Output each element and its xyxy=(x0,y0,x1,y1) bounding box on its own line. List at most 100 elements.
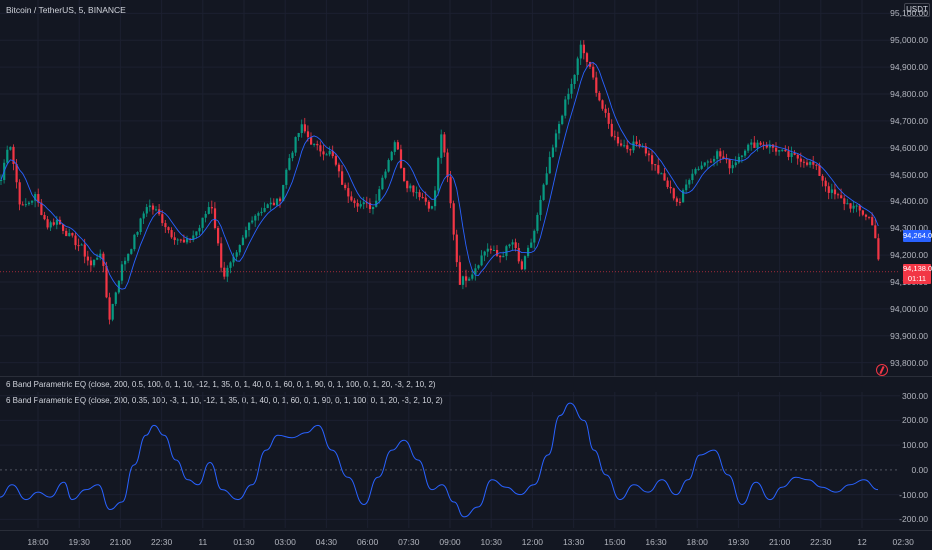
candle-body xyxy=(158,209,161,215)
candle-body xyxy=(461,276,465,285)
candle-body xyxy=(542,184,545,200)
candle-body xyxy=(468,278,471,281)
candle-body xyxy=(173,237,176,241)
time-tick-label: 02:30 xyxy=(892,537,914,547)
candle-body xyxy=(294,137,297,153)
candle-body xyxy=(505,246,508,257)
symbol-title[interactable]: Bitcoin / TetherUS, 5, BINANCE xyxy=(6,5,126,15)
candle-body xyxy=(257,213,260,216)
oscillator-chart[interactable] xyxy=(0,392,900,528)
candle-body xyxy=(195,231,198,236)
price-tick-label: 93,900.00 xyxy=(890,330,928,341)
price-tick-label: 94,900.00 xyxy=(890,62,928,73)
candle-body xyxy=(592,66,595,78)
candle-body xyxy=(558,124,561,134)
candle-body xyxy=(176,239,179,241)
time-tick-label: 22:30 xyxy=(150,537,173,547)
candle-body xyxy=(266,204,269,209)
candle-body xyxy=(666,180,669,187)
candle-body xyxy=(272,202,275,206)
candle-body xyxy=(474,268,477,275)
candle-body xyxy=(46,219,49,228)
time-tick-label: 03:00 xyxy=(274,537,296,547)
candle-body xyxy=(545,173,548,185)
time-tick-label: 21:00 xyxy=(768,537,791,547)
candle-body xyxy=(306,131,310,138)
price-tick-label: 94,300.00 xyxy=(890,223,928,234)
candle-body xyxy=(204,213,207,218)
candle-body xyxy=(694,169,697,174)
candle-body xyxy=(424,197,427,202)
candle-body xyxy=(52,222,55,225)
candle-body xyxy=(142,213,145,219)
candle-body xyxy=(843,198,846,204)
tradingview-logo-icon[interactable] xyxy=(876,364,888,376)
candle-body xyxy=(654,164,657,166)
pane-divider[interactable] xyxy=(0,376,932,377)
oscillator-tick-label: -100.00 xyxy=(899,489,928,500)
indicator-title-1[interactable]: 6 Band Parametric EQ (close, 200, 0.5, 1… xyxy=(6,380,436,389)
candle-body xyxy=(709,161,713,163)
candle-body xyxy=(564,99,567,116)
candle-body xyxy=(539,199,542,215)
candle-body xyxy=(145,207,148,214)
candle-body xyxy=(486,248,489,252)
candle-body xyxy=(629,149,632,151)
candle-body xyxy=(151,205,155,210)
candle-body xyxy=(49,222,52,228)
candle-body xyxy=(551,147,554,158)
candle-body xyxy=(80,244,83,246)
time-tick-label: 12:00 xyxy=(521,537,544,547)
candle-body xyxy=(182,239,186,243)
candle-body xyxy=(616,136,620,144)
candle-body xyxy=(815,164,818,166)
price-chart[interactable] xyxy=(0,0,900,376)
candle-body xyxy=(161,214,164,224)
indicator-title-2[interactable]: 6 Band Parametric EQ (close, 200, 0.35, … xyxy=(6,396,443,405)
candle-body xyxy=(719,151,722,157)
candle-body xyxy=(647,153,651,156)
candle-body xyxy=(403,167,406,182)
oscillator-line xyxy=(0,402,879,518)
candle-body xyxy=(554,133,558,148)
candle-body xyxy=(632,141,635,151)
candle-body xyxy=(595,77,598,93)
price-tick-label: 94,800.00 xyxy=(890,89,928,99)
candle-body xyxy=(65,230,68,237)
candle-body xyxy=(105,265,108,298)
price-tick-label: 95,100.00 xyxy=(890,8,928,19)
candle-body xyxy=(251,220,254,223)
candle-body xyxy=(864,214,868,217)
time-tick-label: 22:30 xyxy=(810,537,832,547)
candle-body xyxy=(812,161,815,165)
candle-body xyxy=(279,198,282,202)
candle-body xyxy=(210,207,213,209)
candle-body xyxy=(77,245,80,247)
candle-body xyxy=(300,124,303,134)
time-tick-label: 18:00 xyxy=(686,537,708,547)
oscillator-tick-label: -200.00 xyxy=(899,514,928,525)
candle-body xyxy=(496,249,499,256)
price-chart-pane[interactable] xyxy=(0,0,900,376)
candle-body xyxy=(86,256,89,261)
candle-body xyxy=(201,217,204,228)
oscillator-pane[interactable] xyxy=(0,392,900,528)
candle-body xyxy=(322,151,325,155)
candle-body xyxy=(437,157,440,191)
candle-body xyxy=(744,150,747,156)
price-tick-label: 94,500.00 xyxy=(890,169,928,180)
candle-body xyxy=(337,164,341,172)
candle-body xyxy=(24,204,27,206)
candle-body xyxy=(127,253,130,261)
candle-body xyxy=(390,151,393,161)
candle-body xyxy=(83,244,86,257)
candle-body xyxy=(523,256,527,270)
candle-body xyxy=(226,267,229,277)
candle-body xyxy=(753,142,756,148)
candle-body xyxy=(846,203,849,205)
candle-body xyxy=(806,162,809,165)
candle-body xyxy=(325,154,328,156)
candle-body xyxy=(849,203,852,209)
candle-body xyxy=(313,143,316,145)
currency-badge[interactable]: USDT xyxy=(904,3,930,17)
